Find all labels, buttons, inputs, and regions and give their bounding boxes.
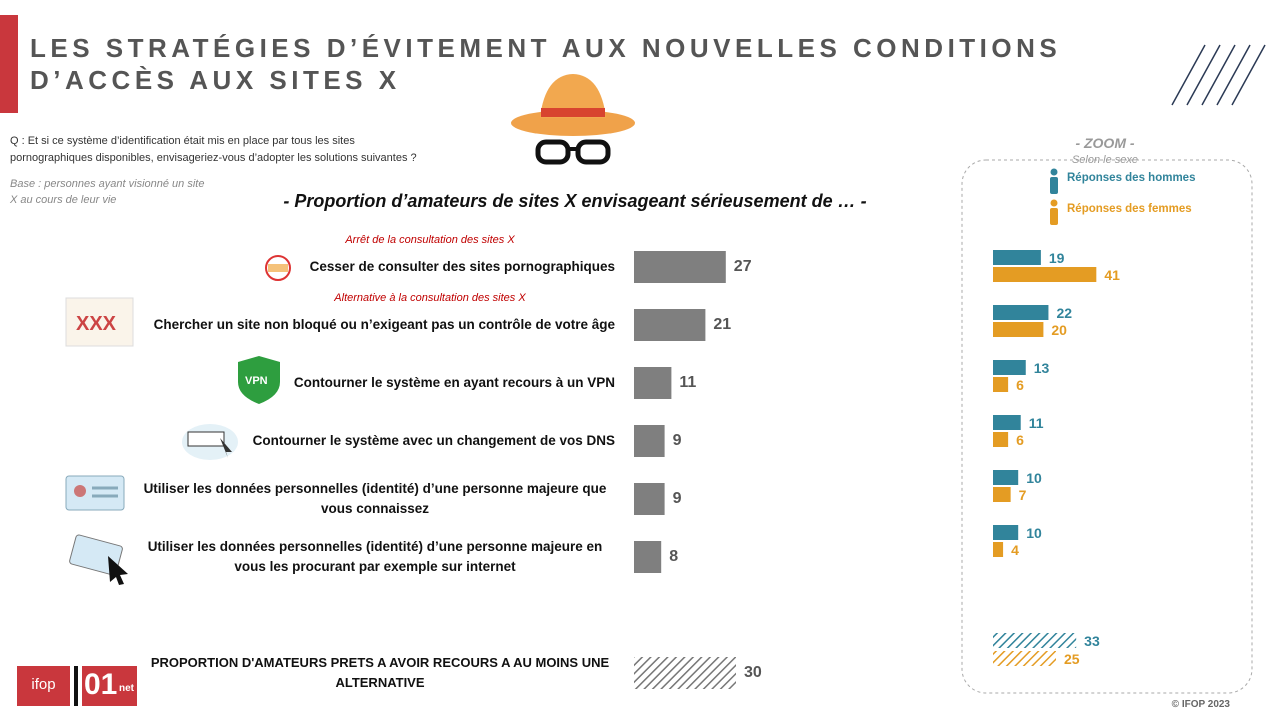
base-line: X au cours de leur vie	[10, 194, 117, 206]
base: Base : personnes ayant visionné un site X…	[10, 176, 230, 208]
bar	[993, 267, 1097, 282]
bar	[634, 541, 662, 573]
title-line: LES STRATÉGIES D’ÉVITEMENT AUX NOUVELLES…	[30, 33, 1062, 63]
value-label: 41	[1104, 266, 1120, 283]
value-label: 9	[672, 490, 682, 507]
bar	[993, 542, 1004, 557]
value-label: 7	[1018, 486, 1027, 503]
category-label: Chercher un site non bloqué ou n’exigean…	[153, 317, 615, 332]
question-line: pornographiques disponibles, envisagerie…	[10, 152, 417, 164]
category-label: Cesser de consulter des sites pornograph…	[309, 259, 615, 274]
chart-title: - Proportion d’amateurs de sites X envis…	[283, 191, 867, 211]
bar	[634, 483, 665, 515]
bar	[993, 377, 1009, 392]
bar	[993, 360, 1026, 375]
accent-bar	[0, 15, 18, 113]
value-label: 33	[1084, 632, 1100, 649]
bar	[634, 367, 672, 399]
question: Q : Et si ce système d’identification ét…	[10, 133, 480, 167]
value-label: 10	[1026, 469, 1042, 486]
value-label: 6	[1016, 431, 1024, 448]
svg-text:XXX: XXX	[76, 313, 117, 335]
value-label: 8	[669, 548, 679, 565]
svg-text:VPN: VPN	[245, 375, 268, 387]
category-label: Utiliser les données personnelles (ident…	[147, 539, 603, 574]
bar	[993, 415, 1021, 430]
total-bar	[634, 657, 736, 689]
value-label: 20	[1051, 321, 1067, 338]
category-label: Utiliser les données personnelles (ident…	[143, 481, 607, 516]
row-icons: XXX VPN	[65, 255, 291, 585]
bar	[993, 470, 1019, 485]
question-line: Q : Et si ce système d’identification ét…	[10, 135, 355, 147]
value-label: 27	[733, 258, 752, 275]
slashes	[1171, 44, 1266, 106]
bar	[634, 251, 726, 283]
bar	[634, 425, 665, 457]
bar	[634, 309, 706, 341]
value-label: 30	[744, 664, 762, 681]
value-label: 11	[1028, 414, 1044, 431]
bar	[993, 250, 1041, 265]
value-label: 19	[1048, 249, 1065, 266]
value-label: 25	[1064, 650, 1080, 667]
value-label: 10	[1026, 524, 1042, 541]
logo-text: net	[119, 683, 134, 694]
title: LES STRATÉGIES D’ÉVITEMENT AUX NOUVELLES…	[30, 32, 1061, 96]
bar	[993, 322, 1044, 337]
spy-icon	[511, 74, 635, 165]
zoom-title: - ZOOM -	[1075, 135, 1135, 151]
value-label: 6	[1016, 376, 1024, 393]
legend-label: Réponses des femmes	[1067, 203, 1192, 215]
title-line: D’ACCÈS AUX SITES X	[30, 65, 401, 95]
logos	[17, 666, 137, 706]
category-label: Contourner le système en ayant recours à…	[293, 375, 615, 390]
legend-icons	[1050, 168, 1058, 225]
value-label: 21	[713, 316, 732, 333]
total-bar	[993, 633, 1077, 648]
section-label: Arrêt de la consultation des sites X	[345, 234, 515, 246]
zoom-subtitle: Selon le sexe	[1071, 154, 1139, 166]
logo-text: 01	[84, 668, 118, 701]
logo-text: ifop	[31, 676, 56, 693]
value-label: 13	[1033, 359, 1050, 376]
bar	[993, 487, 1011, 502]
value-label: 9	[672, 432, 682, 449]
value-label: 22	[1056, 304, 1073, 321]
legend-label: Réponses des hommes	[1067, 172, 1196, 184]
zoom-frame	[961, 159, 1253, 694]
copyright: © IFOP 2023	[1171, 699, 1230, 710]
base-line: Base : personnes ayant visionné un site	[10, 178, 205, 190]
bar	[993, 432, 1009, 447]
total-label: PROPORTION D'AMATEURS PRETS A AVOIR RECO…	[150, 655, 610, 690]
bar	[993, 305, 1049, 320]
total-bar	[993, 651, 1056, 666]
value-label: 4	[1011, 541, 1019, 558]
section-label: Alternative à la consultation des sites …	[334, 292, 526, 304]
value-label: 11	[679, 374, 697, 391]
bar	[993, 525, 1019, 540]
category-label: Contourner le système avec un changement…	[252, 433, 615, 448]
